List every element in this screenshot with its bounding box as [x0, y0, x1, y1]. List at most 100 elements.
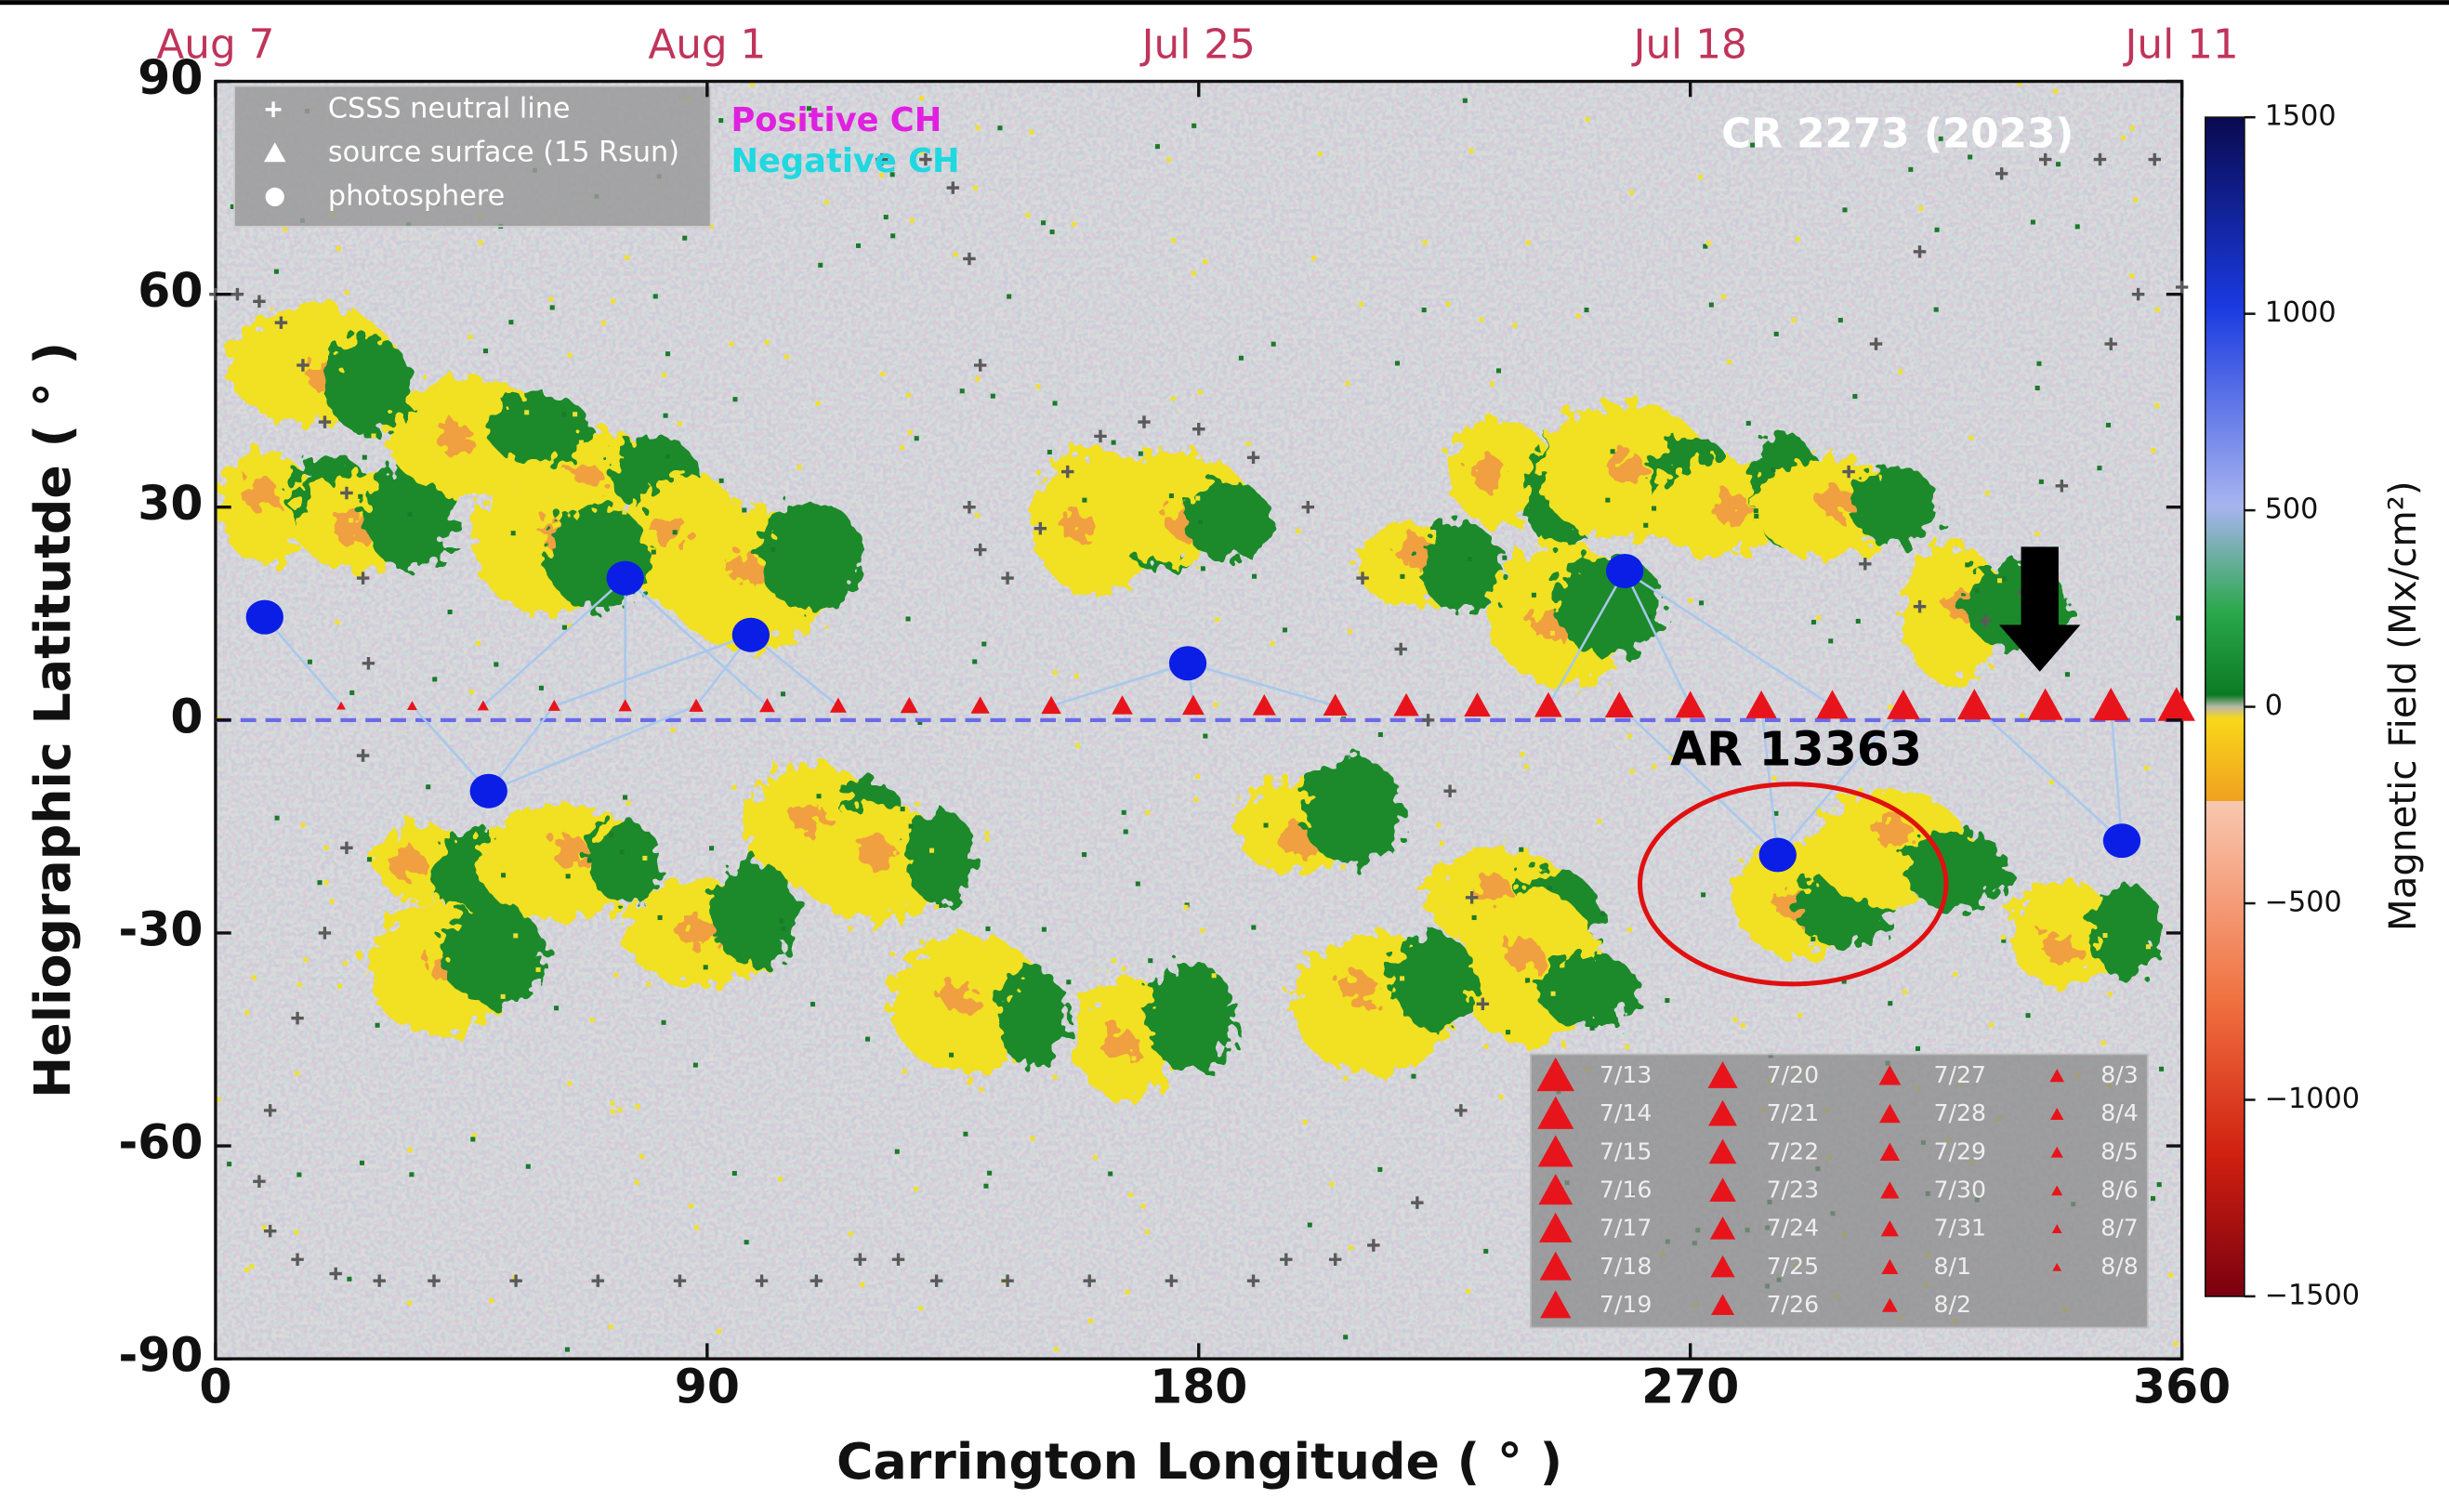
speckle — [568, 353, 573, 358]
speckle — [1171, 238, 1176, 243]
speckle — [1916, 1046, 1920, 1051]
speckle — [2168, 1273, 2173, 1278]
region-green — [1147, 963, 1236, 1072]
region-green — [906, 809, 973, 904]
speckle — [494, 662, 498, 666]
speckle — [784, 354, 789, 359]
speckle — [1075, 743, 1080, 748]
speckle — [308, 660, 312, 664]
date-legend-label: 8/2 — [1933, 1291, 1971, 1318]
speckle — [360, 1161, 364, 1165]
speckle — [601, 321, 606, 325]
speckle — [2049, 780, 2054, 784]
speckle — [915, 980, 920, 984]
speckle — [1050, 230, 1055, 234]
speckle — [625, 256, 629, 260]
y-tick-label: 60 — [138, 263, 203, 318]
speckle — [1145, 810, 1150, 815]
colorbar-tick-label: −1500 — [2265, 1279, 2360, 1311]
speckle — [1283, 627, 1287, 632]
speckle — [732, 1171, 737, 1176]
photosphere-point — [1606, 554, 1643, 588]
region-orange — [437, 424, 474, 455]
speckle — [742, 507, 746, 512]
speckle — [900, 445, 904, 450]
ch-label: Negative CH — [731, 142, 959, 180]
speckle — [1526, 241, 1531, 245]
speckle — [2146, 944, 2151, 949]
region-orange — [1819, 487, 1856, 519]
speckle — [1597, 819, 1601, 823]
speckle — [880, 372, 885, 376]
speckle — [960, 388, 965, 393]
speckle — [1104, 1077, 1109, 1082]
speckle — [1203, 259, 1207, 264]
colorbar — [2205, 117, 2245, 1296]
speckle — [1468, 557, 1472, 561]
speckle — [1155, 144, 1160, 149]
speckle — [1359, 302, 1363, 307]
speckle — [508, 320, 513, 324]
speckle — [1264, 823, 1269, 828]
speckle — [778, 1177, 783, 1181]
speckle — [1746, 421, 1751, 426]
region-green — [587, 822, 662, 902]
speckle — [1128, 1192, 1133, 1197]
date-legend-label: 7/25 — [1767, 1253, 1820, 1280]
speckle — [1701, 892, 1705, 897]
speckle — [611, 298, 615, 303]
speckle — [1093, 1155, 1098, 1160]
speckle — [1198, 519, 1203, 524]
speckle — [409, 1172, 414, 1177]
speckle — [1629, 769, 1634, 774]
speckle — [1928, 648, 1932, 652]
speckle — [554, 1006, 559, 1010]
speckle — [1112, 440, 1116, 445]
region-orange — [1506, 940, 1543, 971]
speckle — [1550, 631, 1555, 636]
speckle — [975, 513, 980, 518]
speckle — [345, 290, 349, 295]
speckle — [1888, 704, 1892, 709]
date-legend-label: 7/20 — [1767, 1061, 1820, 1088]
x-axis-label: Carrington Longitude ( ° ) — [836, 1432, 1562, 1491]
region-orange — [2042, 933, 2079, 965]
speckle — [765, 340, 770, 345]
speckle — [895, 1150, 900, 1154]
speckle — [824, 200, 829, 204]
date-legend-label: 7/14 — [1600, 1099, 1652, 1126]
speckle — [817, 794, 822, 798]
speckle — [1038, 493, 1043, 498]
speckle — [718, 118, 723, 123]
region-green — [1301, 756, 1402, 864]
speckle — [626, 801, 631, 806]
speckle — [1122, 966, 1126, 971]
speckle — [856, 243, 861, 248]
speckle — [2157, 1182, 2162, 1187]
x-tick-label: 360 — [2133, 1359, 2231, 1413]
speckle — [1192, 124, 1196, 128]
speckle — [375, 1023, 380, 1028]
speckle — [717, 1329, 721, 1334]
speckle — [1041, 220, 1046, 225]
speckle — [1699, 600, 1704, 605]
x-tick-label: 0 — [199, 1359, 231, 1413]
speckle — [1472, 915, 1477, 920]
speckle — [275, 816, 280, 821]
speckle — [609, 1324, 613, 1329]
speckle — [810, 1002, 815, 1006]
speckle — [479, 241, 483, 245]
speckle — [349, 518, 353, 522]
speckle — [909, 824, 914, 829]
speckle — [1483, 1045, 1488, 1049]
speckle — [1771, 467, 1775, 472]
colorbar-tick-label: 500 — [2265, 493, 2319, 526]
speckle — [1440, 841, 1444, 846]
speckle — [731, 785, 736, 790]
speckle — [250, 1264, 255, 1269]
speckle — [468, 335, 473, 339]
region-green — [757, 502, 864, 610]
speckle — [1440, 908, 1444, 913]
speckle — [2002, 576, 2007, 581]
speckle — [2008, 916, 2012, 921]
